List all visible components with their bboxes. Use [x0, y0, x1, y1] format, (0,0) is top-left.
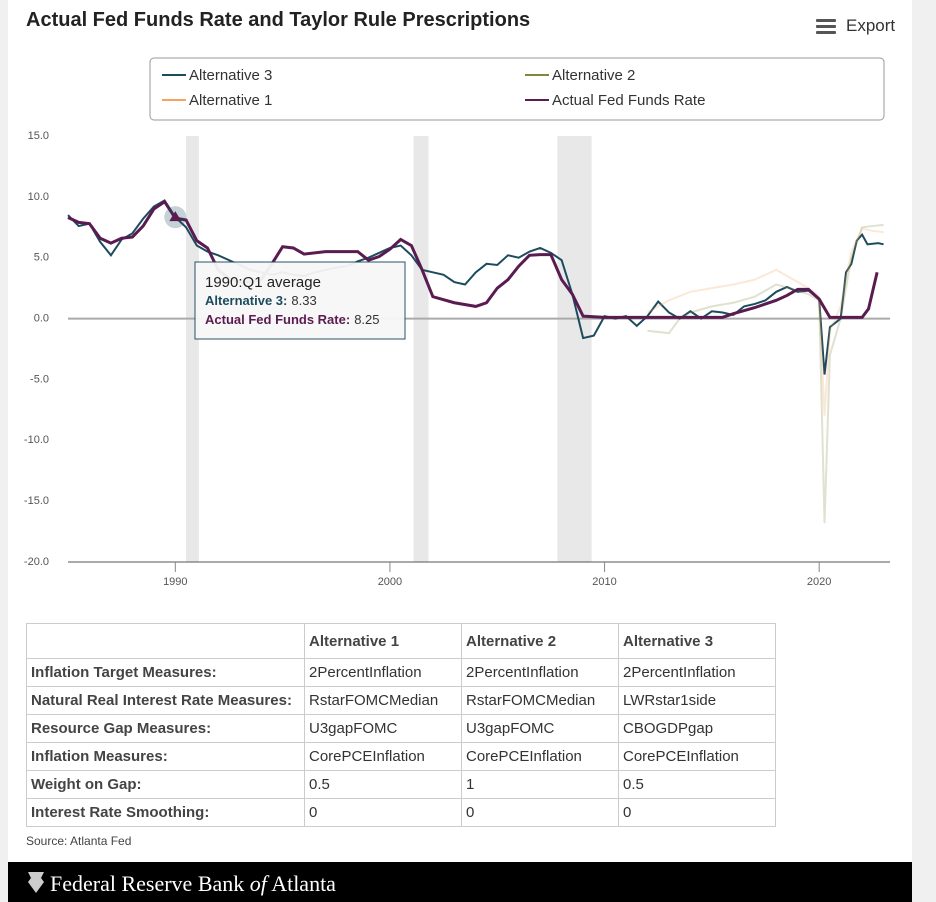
export-button[interactable]: Export — [816, 16, 895, 36]
table-row: Weight on Gap: 0.5 1 0.5 — [26, 770, 776, 799]
y-tick-label: -5.0 — [30, 373, 49, 385]
table-cell: LWRstar1side — [618, 686, 776, 715]
table-row: Inflation Target Measures: 2PercentInflat… — [26, 658, 776, 687]
tooltip-series: Actual Fed Funds Rate: — [205, 312, 350, 327]
tooltip-series: Alternative 3: — [205, 293, 287, 308]
hover-marker — [169, 211, 182, 222]
footer: Federal Reserve Bank of Atlanta — [8, 862, 912, 902]
table-cell: 2PercentInflation — [461, 658, 619, 687]
table-cell: CorePCEInflation — [461, 742, 619, 771]
footer-text: Atlanta — [271, 871, 336, 896]
logo — [28, 872, 44, 893]
row-label: Inflation Target Measures: — [26, 658, 305, 687]
x-tick-label: 2000 — [378, 576, 402, 588]
table-cell: CorePCEInflation — [304, 742, 462, 771]
y-tick-label: -20.0 — [24, 556, 49, 568]
tooltip-row: Alternative 3: 8.33 — [205, 293, 317, 308]
corner-cell — [26, 623, 305, 659]
x-tick-label: 2020 — [807, 576, 831, 588]
y-tick-label: 0.0 — [34, 312, 49, 324]
table-cell: 0.5 — [304, 770, 462, 799]
menu-icon — [816, 19, 836, 34]
series-line — [646, 227, 884, 417]
export-label[interactable]: Export — [846, 16, 896, 35]
footer-text: Federal Reserve Bank — [50, 871, 245, 896]
tooltip-box — [194, 261, 406, 340]
source: Source: Atlanta Fed — [26, 834, 132, 848]
x-tick-label: 2010 — [592, 576, 616, 588]
recession-band — [186, 136, 199, 562]
series-line — [647, 223, 884, 524]
table-cell: CorePCEInflation — [618, 742, 776, 771]
column-header: Alternative 1 — [304, 623, 462, 659]
y-tick-label: 5.0 — [34, 252, 49, 264]
table-row: Natural Real Interest Rate Measures: Rsta… — [26, 686, 776, 715]
footer-text: of — [249, 871, 267, 896]
legend-label: Alternative 2 — [552, 67, 635, 84]
series-line — [67, 199, 879, 319]
table-row: Inflation Measures: CorePCEInflation CoreP… — [26, 742, 776, 771]
row-label: Interest Rate Smoothing: — [26, 798, 305, 827]
legend-label: Alternative 3 — [189, 67, 272, 84]
table-cell: U3gapFOMC — [304, 714, 462, 743]
recession-band — [413, 136, 429, 562]
table-cell: RstarFOMCMedian — [304, 686, 462, 715]
y-tick-label: -10.0 — [24, 434, 49, 446]
row-label: Weight on Gap: — [26, 770, 305, 799]
row-label: Inflation Measures: — [26, 742, 305, 771]
table-cell: 2PercentInflation — [618, 658, 776, 687]
table-row: Resource Gap Measures: U3gapFOMC U3gapFOMC… — [26, 714, 776, 743]
table-cell: 2PercentInflation — [304, 658, 462, 687]
column-header: Alternative 3 — [618, 623, 776, 659]
table-cell: 0 — [461, 798, 619, 827]
table-row: Interest Rate Smoothing: 0 0 0 — [26, 798, 776, 827]
legend-label: Alternative 1 — [189, 92, 272, 109]
card: 15.0 10.0 5.0 0.0 -5.0 -10.0 -15.0 -20.0 1990 200… — [8, 0, 912, 902]
tooltip-row: Actual Fed Funds Rate: 8.25 — [205, 312, 380, 327]
chart: 15.0 10.0 5.0 0.0 -5.0 -10.0 -15.0 -20.0 1990 200… — [24, 57, 890, 588]
table-cell: 1 — [461, 770, 619, 799]
table-cell: 0 — [304, 798, 462, 827]
y-tick-label: -15.0 — [24, 495, 49, 507]
header-row: Alternative 1 Alternative 2 Alternative 3 — [26, 623, 776, 659]
legend-box — [149, 57, 885, 121]
tooltip-value: 8.25 — [354, 312, 379, 327]
table-cell: CBOGDPgap — [618, 714, 776, 743]
table-cell: 0 — [618, 798, 776, 827]
recession-band — [557, 136, 592, 562]
title: Actual Fed Funds Rate and Taylor Rule Pr… — [26, 9, 531, 31]
y-tick-label: 15.0 — [28, 130, 49, 142]
y-tick-label: 10.0 — [28, 191, 49, 203]
tooltip-value: 8.33 — [291, 293, 316, 308]
row-label: Resource Gap Measures: — [26, 714, 305, 743]
tooltip-header: 1990:Q1 average — [205, 274, 321, 291]
row-label: Natural Real Interest Rate Measures: — [26, 686, 305, 715]
x-tick-label: 1990 — [163, 576, 187, 588]
table-cell: U3gapFOMC — [461, 714, 619, 743]
table-cell: RstarFOMCMedian — [461, 686, 619, 715]
table-cell: 0.5 — [618, 770, 776, 799]
legend-label: Actual Fed Funds Rate — [552, 92, 705, 109]
column-header: Alternative 2 — [461, 623, 619, 659]
